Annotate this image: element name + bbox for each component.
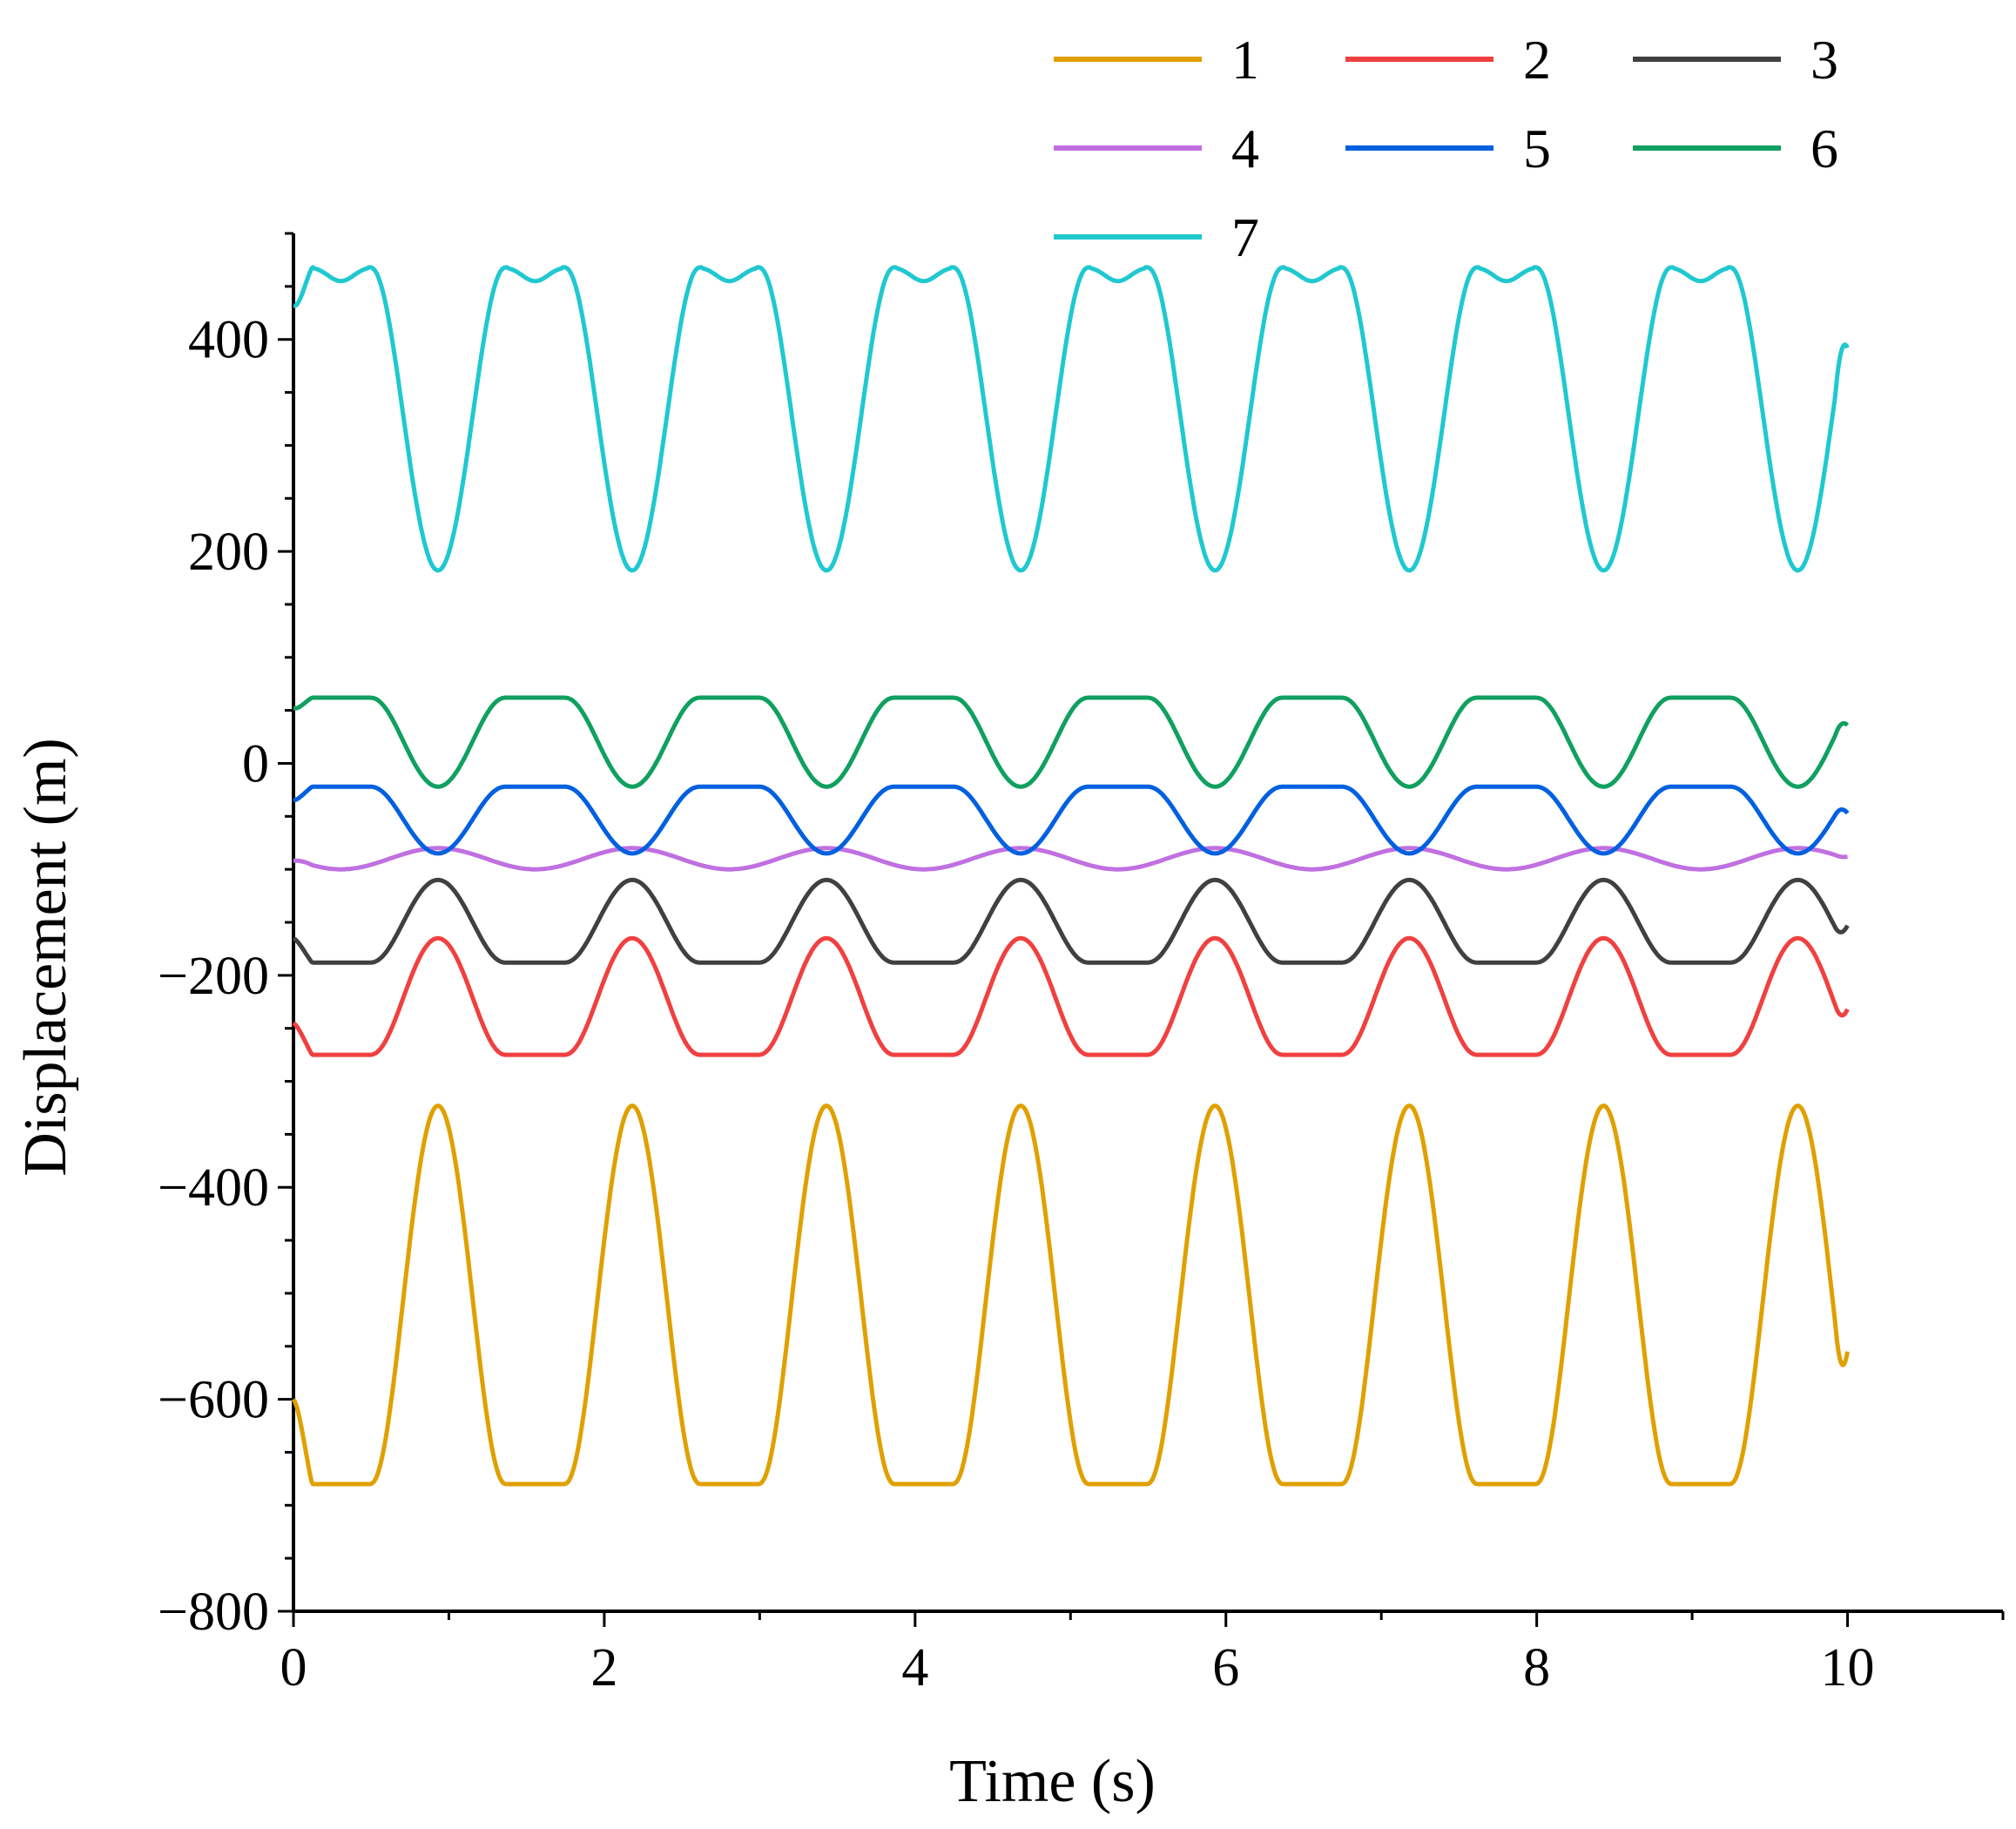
x-axis-title: Time (s) bbox=[949, 1748, 1156, 1815]
legend-item-3: 3 bbox=[1633, 29, 1838, 91]
series-line-3 bbox=[292, 877, 1850, 965]
y-tick-label: 400 bbox=[188, 311, 269, 370]
y-axis-title: Displacement (m) bbox=[12, 738, 79, 1176]
x-tick-label: 2 bbox=[590, 1638, 617, 1697]
x-tick-label: 6 bbox=[1212, 1638, 1239, 1697]
legend-item-2: 2 bbox=[1345, 29, 1551, 91]
legend: 1 2 3 4 5 6 7 bbox=[1054, 29, 1838, 268]
x-tick-label: 4 bbox=[901, 1638, 928, 1697]
legend-label: 7 bbox=[1231, 206, 1259, 268]
legend-label: 3 bbox=[1810, 29, 1838, 91]
legend-label: 1 bbox=[1231, 29, 1259, 91]
y-tick-label: −800 bbox=[158, 1583, 269, 1642]
axes: −800 −600 −400 −200 0 200 400 0 2 4 6 8 10 bbox=[158, 232, 2005, 1697]
legend-item-7: 7 bbox=[1054, 206, 1259, 268]
x-tick-label: 0 bbox=[280, 1638, 307, 1697]
legend-item-1: 1 bbox=[1054, 29, 1259, 91]
y-tick-label: 200 bbox=[188, 523, 269, 582]
x-tick-label: 8 bbox=[1523, 1638, 1550, 1697]
series-line-7 bbox=[293, 265, 1850, 573]
series-line-1 bbox=[291, 1103, 1850, 1487]
series-line-2 bbox=[292, 935, 1850, 1057]
legend-label: 4 bbox=[1231, 118, 1259, 179]
y-tick-label: 0 bbox=[242, 734, 269, 793]
legend-label: 5 bbox=[1523, 118, 1551, 179]
series-line-5 bbox=[293, 784, 1850, 856]
series-line-4 bbox=[293, 846, 1849, 872]
legend-item-5: 5 bbox=[1345, 118, 1551, 179]
legend-label: 6 bbox=[1810, 118, 1838, 179]
x-tick-label: 10 bbox=[1821, 1638, 1875, 1697]
y-tick-label: −200 bbox=[158, 947, 269, 1006]
legend-item-4: 4 bbox=[1054, 118, 1259, 179]
series-line-6 bbox=[293, 695, 1850, 789]
legend-item-6: 6 bbox=[1633, 118, 1838, 179]
legend-label: 2 bbox=[1523, 29, 1551, 91]
y-tick-label: −400 bbox=[158, 1158, 269, 1218]
y-tick-label: −600 bbox=[158, 1371, 269, 1430]
series-layer bbox=[291, 265, 1850, 1487]
